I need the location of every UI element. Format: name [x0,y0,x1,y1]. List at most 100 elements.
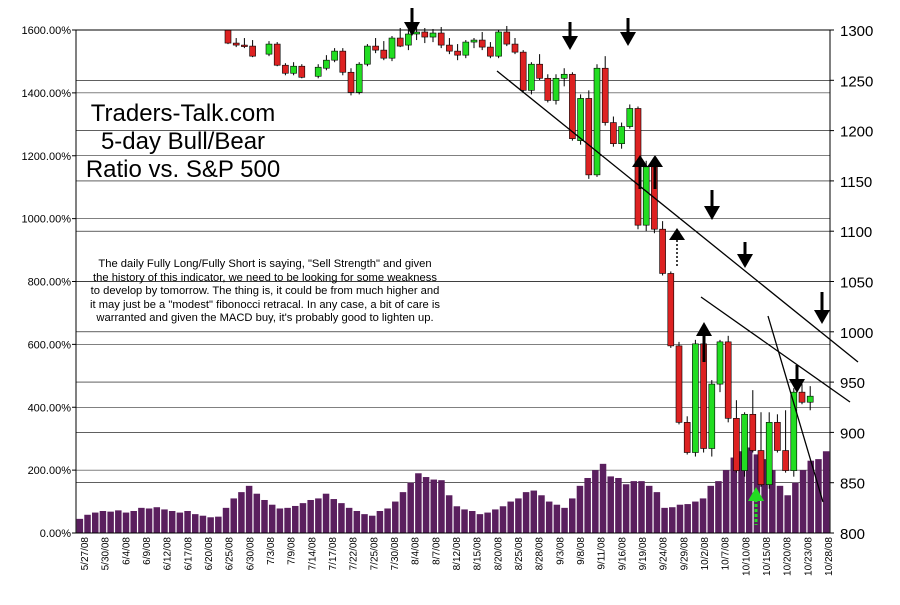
ratio-bar [99,510,107,533]
candle-body [782,450,789,471]
candle-body [675,345,683,423]
candle-body [331,50,338,61]
candle-body [790,391,798,471]
right-tick-label: 1150 [840,174,872,191]
ratio-bar [807,460,815,533]
candle-body [601,67,609,123]
ratio-bar [91,512,99,533]
left-tick-label: 1000.00% [21,214,71,226]
ratio-bar [284,507,291,533]
ratio-bar [676,504,684,533]
x-tick-label: 5/30/08 [101,537,112,571]
candle-body [569,73,576,139]
ratio-bar [107,511,114,533]
x-tick-label: 9/29/08 [679,537,690,571]
x-tick-label: 7/9/08 [287,537,298,565]
down-arrow-icon [704,190,720,220]
candle-body [478,39,486,48]
ratio-bar [745,447,753,533]
candle-body [347,71,355,93]
candle-body [446,44,453,52]
candle-body [724,341,732,419]
candle-body [757,450,765,486]
candle-body [462,41,470,56]
ratio-bar [161,509,168,533]
candle-body [339,50,347,73]
ratio-bar [115,510,122,533]
ratio-bar [453,506,461,533]
x-tick-label: 10/28/08 [824,537,835,576]
candle-body [421,31,429,38]
ratio-bar [522,492,530,533]
x-tick-label: 6/20/08 [204,537,215,571]
ratio-bar [122,512,130,533]
right-tick-label: 1050 [840,275,873,292]
x-tick-label: 8/20/08 [493,537,504,571]
ratio-bar [415,473,422,533]
candle-body [552,77,560,101]
ratio-bar [492,509,499,533]
ratio-bar [222,507,230,533]
ratio-bar [84,514,91,533]
ratio-bar [615,477,622,533]
ratio-bar [784,495,791,533]
signal-arrows [404,8,830,525]
ratio-bar [776,485,784,533]
candle-body [618,126,625,144]
ratio-bar [353,510,361,533]
candle-body [577,98,584,141]
ratio-bar [569,498,576,533]
ratio-bar [438,480,445,533]
right-axis: 800 850 900 950 1000 1050 1100 1150 1200 1250 1300 [830,23,873,543]
candle-body [355,63,363,93]
ratio-bar [645,485,653,533]
candle-body [249,45,256,57]
candle-body [708,383,716,449]
candle-body [298,65,306,78]
ratio-bars [76,447,830,533]
ratio-bar [538,495,545,533]
down-arrow-icon [737,242,753,268]
ratio-bar [630,481,638,533]
candle-body [413,31,420,35]
ratio-bar [292,505,299,533]
ratio-bar [199,515,207,533]
ratio-bar [607,476,614,533]
ratio-bar [476,514,484,533]
right-tick-label: 1100 [840,224,872,241]
candle-body [388,37,396,59]
ratio-bar [176,512,184,533]
ratio-bar [422,477,430,533]
ratio-bar [215,516,222,533]
candle-body [396,37,404,47]
candle-body [290,65,297,74]
ratio-bar [553,504,561,533]
ratio-bar [361,514,368,533]
candle-body [314,66,322,77]
ratio-bar [715,481,722,533]
x-tick-label: 8/28/08 [535,537,546,571]
ratio-bar [661,507,668,533]
ratio-bar [530,490,538,533]
x-tick-label: 8/12/08 [452,537,463,571]
ratio-bar [792,482,799,533]
ratio-bar [653,492,661,533]
candle-body [544,77,552,101]
ratio-bar [545,501,553,533]
candle-body [774,422,781,451]
x-tick-label: 8/7/08 [431,537,442,565]
ratio-bar [384,508,391,533]
right-tick-label: 800 [840,526,865,543]
candle-body [536,63,543,79]
right-tick-label: 900 [840,425,865,442]
candle-body [232,42,240,46]
ratio-bar [461,509,468,533]
ratio-bar [184,510,191,533]
left-tick-label: 800.00% [28,277,72,289]
down-arrow-icon [620,18,636,46]
candle-body [470,39,478,43]
candle-body [372,45,379,51]
ratio-bar [822,451,830,533]
ratio-bar [245,485,253,533]
x-tick-label: 8/15/08 [473,537,484,571]
